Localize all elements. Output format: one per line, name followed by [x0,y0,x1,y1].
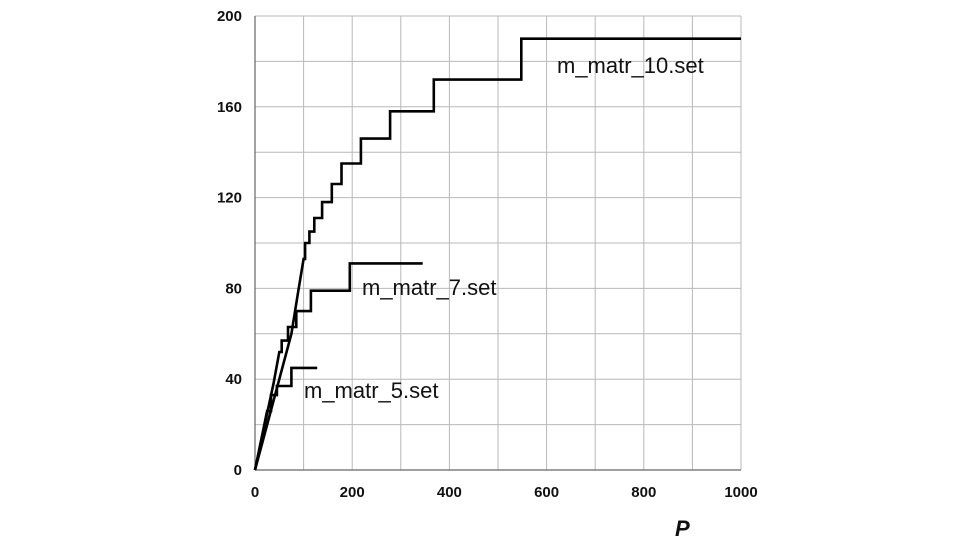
y-tick-label: 80 [225,280,242,297]
y-tick-label: 200 [217,8,242,25]
y-tick-labels: 0 40 80 120 160 200 [217,8,242,479]
y-tick-label: 0 [234,462,242,479]
y-tick-label: 160 [217,99,242,116]
axes [254,16,741,471]
x-tick-label: 0 [251,484,259,501]
series-label-m-matr-7: m_matr_7.set [362,275,497,300]
series-line-m-matr-5-set [253,366,318,471]
x-axis-label: P [675,516,690,541]
x-tick-label: 1000 [724,484,757,501]
series-label-m-matr-10: m_matr_10.set [557,53,704,78]
y-tick-label: 120 [217,190,242,207]
x-tick-label: 600 [534,484,559,501]
series-line-m-matr-10-set [253,37,741,471]
x-tick-label: 400 [437,484,462,501]
series-label-m-matr-5: m_matr_5.set [304,378,439,403]
series-lines [253,37,741,471]
x-tick-labels: 0 200 400 600 800 1000 [251,484,758,501]
series-line-m-matr-7-set [253,262,423,471]
x-tick-label: 800 [631,484,656,501]
y-tick-label: 40 [225,371,242,388]
x-tick-label: 200 [340,484,365,501]
